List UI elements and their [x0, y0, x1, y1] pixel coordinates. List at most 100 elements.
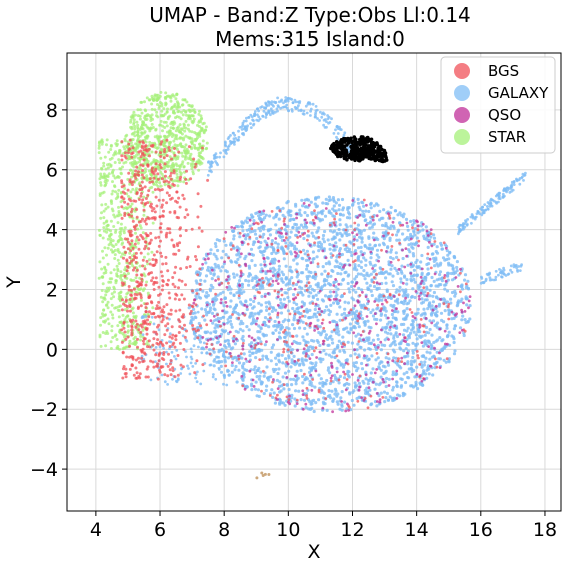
- star-point: [108, 286, 111, 290]
- star-point: [120, 278, 124, 282]
- bgs-point: [151, 360, 155, 364]
- galaxy-point: [360, 317, 365, 321]
- galaxy-point: [241, 339, 246, 343]
- galaxy-point: [352, 235, 356, 239]
- galaxy-point: [321, 201, 325, 205]
- galaxy-point: [331, 269, 335, 273]
- galaxy-point: [204, 310, 208, 314]
- galaxy-point: [299, 271, 304, 275]
- galaxy-point: [524, 171, 527, 175]
- galaxy-point: [413, 233, 417, 237]
- galaxy-point: [337, 381, 341, 385]
- galaxy-point: [208, 289, 213, 293]
- galaxy-point: [264, 333, 268, 337]
- galaxy-point: [466, 287, 471, 291]
- galaxy-point: [217, 348, 221, 352]
- galaxy-point: [201, 289, 205, 293]
- galaxy-point: [303, 378, 307, 382]
- galaxy-point: [257, 312, 261, 316]
- star-point: [119, 270, 123, 274]
- galaxy-point: [321, 265, 325, 269]
- bgs-point: [150, 180, 154, 184]
- galaxy-point: [299, 368, 303, 373]
- galaxy-point: [231, 140, 234, 144]
- galaxy-point: [339, 213, 343, 217]
- galaxy-point: [348, 392, 352, 396]
- galaxy-point: [498, 268, 501, 271]
- galaxy-point: [187, 367, 190, 370]
- bgs-point: [157, 323, 161, 327]
- galaxy-point: [211, 321, 215, 325]
- galaxy-point: [316, 297, 320, 301]
- galaxy-point: [288, 235, 292, 239]
- galaxy-point: [281, 273, 286, 277]
- galaxy-point: [353, 326, 357, 330]
- galaxy-point: [304, 406, 308, 410]
- galaxy-point: [306, 277, 310, 281]
- star-point: [105, 253, 108, 257]
- galaxy-point: [217, 366, 221, 370]
- star-point: [165, 124, 169, 128]
- galaxy-point: [334, 245, 339, 249]
- galaxy-point: [287, 387, 291, 392]
- galaxy-point: [278, 336, 283, 340]
- galaxy-point: [240, 282, 244, 286]
- galaxy-point: [318, 381, 322, 385]
- star-point: [113, 161, 117, 164]
- galaxy-point: [258, 287, 262, 291]
- galaxy-point: [219, 151, 222, 155]
- galaxy-point: [329, 303, 333, 307]
- star-point: [163, 140, 167, 144]
- galaxy-point: [321, 233, 326, 238]
- galaxy-point: [349, 284, 354, 289]
- galaxy-point: [463, 273, 468, 277]
- galaxy-point: [360, 240, 364, 244]
- star-point: [109, 240, 113, 243]
- bgs-point: [156, 172, 160, 176]
- galaxy-point: [299, 398, 303, 402]
- galaxy-point: [190, 350, 194, 354]
- bgs-point: [155, 341, 159, 345]
- galaxy-point: [251, 215, 255, 219]
- galaxy-point: [438, 357, 442, 361]
- galaxy-point: [428, 294, 432, 298]
- star-point: [144, 236, 148, 240]
- galaxy-point: [300, 286, 304, 290]
- galaxy-point: [150, 315, 154, 319]
- galaxy-point: [369, 289, 373, 293]
- star-point: [102, 229, 106, 233]
- galaxy-point: [370, 354, 374, 358]
- galaxy-point: [512, 265, 516, 269]
- star-point: [112, 295, 116, 299]
- galaxy-point: [245, 307, 249, 312]
- galaxy-point: [362, 204, 366, 208]
- galaxy-point: [227, 316, 231, 319]
- galaxy-point: [397, 289, 401, 293]
- galaxy-point: [288, 280, 292, 284]
- bgs-point: [165, 138, 169, 142]
- bgs-point: [153, 188, 157, 192]
- galaxy-point: [518, 182, 522, 186]
- star-point: [99, 295, 103, 299]
- galaxy-point: [358, 208, 362, 212]
- bgs-point: [173, 147, 176, 150]
- galaxy-point: [195, 380, 199, 384]
- galaxy-point: [313, 385, 317, 389]
- galaxy-point: [263, 239, 267, 243]
- galaxy-point: [395, 238, 399, 242]
- galaxy-point: [314, 196, 318, 200]
- bgs-point: [151, 343, 155, 347]
- star-point: [130, 163, 134, 167]
- galaxy-point: [506, 273, 510, 276]
- star-point: [144, 109, 148, 113]
- galaxy-point: [303, 358, 307, 362]
- galaxy-point: [455, 260, 459, 264]
- galaxy-point: [286, 244, 290, 248]
- galaxy-point: [232, 131, 235, 135]
- galaxy-point: [277, 264, 281, 268]
- galaxy-point: [251, 314, 255, 318]
- bgs-point: [172, 171, 176, 175]
- galaxy-point: [284, 264, 288, 268]
- galaxy-point: [266, 256, 270, 260]
- star-point: [136, 145, 140, 149]
